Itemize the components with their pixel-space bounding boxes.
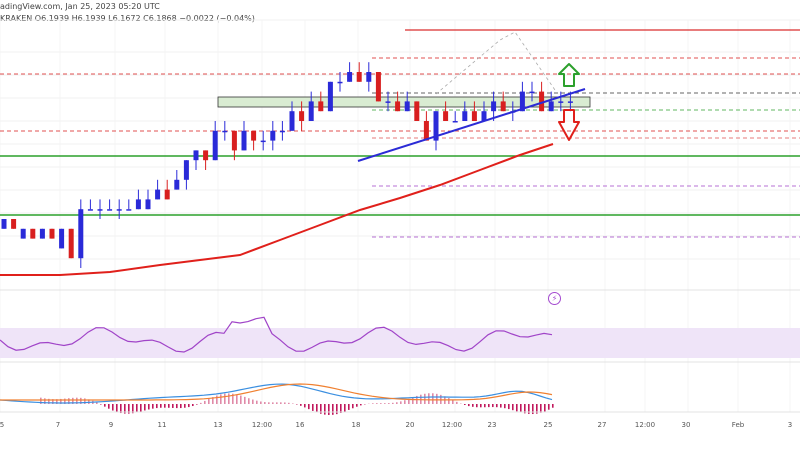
- candle: [462, 101, 468, 121]
- candle: [68, 228, 74, 259]
- x-tick-label: 23: [488, 421, 497, 429]
- candle: [78, 199, 84, 268]
- candle: [164, 179, 170, 200]
- moving-average-line: [0, 143, 554, 276]
- candle: [299, 101, 305, 131]
- ascending-trendline: [357, 88, 586, 162]
- candle: [337, 72, 343, 92]
- candle: [558, 91, 564, 112]
- candle: [385, 91, 391, 112]
- horizontal-levels: [0, 29, 800, 238]
- candle: [347, 62, 353, 82]
- candle: [308, 91, 314, 121]
- candle: [279, 121, 285, 141]
- x-tick-label: 12:00: [252, 421, 272, 429]
- candle: [126, 199, 132, 211]
- candle: [59, 228, 65, 249]
- candle: [356, 62, 362, 82]
- x-tick-label: 12:00: [635, 421, 655, 429]
- x-tick-label: 9: [109, 421, 113, 429]
- candle: [49, 228, 55, 239]
- candle: [500, 91, 506, 112]
- oscillator-band: [0, 328, 800, 358]
- x-tick-label: 12:00: [442, 421, 462, 429]
- candle: [231, 130, 237, 161]
- candle: [1, 219, 7, 229]
- candle: [193, 150, 199, 170]
- candle: [174, 170, 180, 190]
- x-tick-label: 13: [214, 421, 223, 429]
- candles: [1, 62, 573, 268]
- candle: [318, 91, 324, 112]
- candle: [529, 81, 535, 102]
- candle: [289, 101, 295, 131]
- candle: [11, 219, 17, 229]
- candle: [433, 111, 439, 151]
- x-tick-label: 11: [158, 421, 167, 429]
- candle: [395, 91, 401, 112]
- candle: [452, 111, 458, 123]
- red-down-arrow-icon: [558, 109, 580, 141]
- projection-dashed-line: [435, 31, 556, 95]
- candle: [539, 81, 545, 112]
- x-axis: 5 7 9 11 13 12:00 16 18 20 12:00 23 25 27 12:00 30 Feb 3: [0, 421, 792, 429]
- candle: [116, 199, 122, 219]
- x-tick-label: 16: [296, 421, 305, 429]
- candle: [491, 91, 497, 121]
- flash-icon[interactable]: ⚡: [548, 292, 561, 305]
- x-tick-label: 20: [406, 421, 415, 429]
- chart-header-source: adingView.com, Jan 25, 2023 05:20 UTC: [0, 2, 160, 11]
- x-tick-label: 30: [682, 421, 691, 429]
- candle: [423, 111, 429, 141]
- x-tick-label: Feb: [732, 421, 745, 429]
- candle: [375, 72, 381, 102]
- candle: [366, 62, 372, 92]
- candle: [135, 189, 141, 210]
- candle: [414, 101, 420, 121]
- candle: [87, 199, 93, 211]
- candle: [222, 121, 228, 141]
- candle: [30, 228, 36, 239]
- candle: [107, 199, 113, 211]
- candle: [404, 91, 410, 112]
- x-tick-label: 3: [788, 421, 792, 429]
- resistance-zone-box: [217, 96, 591, 108]
- candle: [260, 130, 266, 151]
- candle: [251, 130, 257, 151]
- candle: [155, 179, 161, 200]
- chart-header-ohlc: KRAKEN O6.1939 H6.1939 L6.1672 C6.1868 −…: [0, 14, 255, 23]
- candle: [183, 160, 189, 190]
- oscillator-line: [0, 316, 553, 353]
- x-tick-label: 7: [56, 421, 60, 429]
- candle: [443, 101, 449, 121]
- candle: [39, 228, 45, 239]
- candle: [327, 81, 333, 112]
- signal-line: [0, 383, 553, 401]
- candle: [203, 150, 209, 170]
- x-tick-label: 18: [352, 421, 361, 429]
- candle: [548, 91, 554, 112]
- candle: [270, 121, 276, 151]
- candle: [20, 228, 26, 239]
- macd-line: [0, 383, 553, 404]
- candle: [567, 91, 573, 112]
- candle: [519, 81, 525, 112]
- candle: [241, 121, 247, 151]
- candle: [481, 101, 487, 121]
- candle: [212, 121, 218, 161]
- green-up-arrow-icon: [558, 63, 580, 87]
- candle: [97, 199, 103, 219]
- x-tick-label: 5: [0, 421, 4, 429]
- candle: [145, 189, 151, 210]
- x-tick-label: 27: [598, 421, 607, 429]
- x-tick-label: 25: [544, 421, 553, 429]
- macd-histogram: [40, 393, 554, 415]
- candle: [471, 101, 477, 121]
